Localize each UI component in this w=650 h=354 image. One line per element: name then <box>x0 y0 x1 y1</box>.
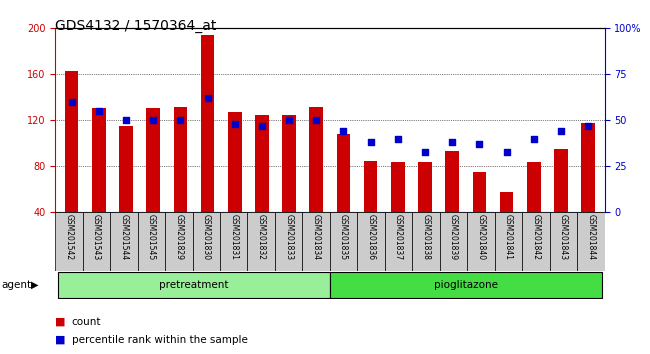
Bar <box>201 35 214 212</box>
Text: GSM201833: GSM201833 <box>284 214 293 260</box>
Text: GSM201829: GSM201829 <box>174 214 183 260</box>
Bar <box>309 107 323 212</box>
Text: GDS4132 / 1570364_at: GDS4132 / 1570364_at <box>55 19 216 34</box>
Bar <box>581 123 595 212</box>
Bar <box>385 212 412 271</box>
Bar <box>337 134 350 212</box>
Text: GSM201544: GSM201544 <box>120 214 129 261</box>
Bar <box>275 212 302 271</box>
Point <box>175 118 185 123</box>
Bar <box>495 212 522 271</box>
Bar <box>119 126 133 212</box>
Bar <box>440 212 467 271</box>
Bar <box>445 152 459 212</box>
Point <box>528 136 539 142</box>
Text: GSM201832: GSM201832 <box>257 214 266 260</box>
Text: GSM201840: GSM201840 <box>476 214 486 260</box>
Text: ■: ■ <box>55 317 66 327</box>
Bar <box>412 212 439 271</box>
Bar <box>138 212 165 271</box>
Point <box>66 99 77 105</box>
Bar <box>330 272 602 298</box>
Text: GSM201842: GSM201842 <box>531 214 540 260</box>
Bar <box>302 212 330 271</box>
Text: GSM201837: GSM201837 <box>394 214 403 260</box>
Point <box>311 118 322 123</box>
Point <box>148 118 159 123</box>
Point <box>284 118 294 123</box>
Text: ▶: ▶ <box>31 280 39 290</box>
Bar <box>358 212 385 271</box>
Text: pretreatment: pretreatment <box>159 280 229 290</box>
Bar <box>527 162 541 212</box>
Text: GSM201834: GSM201834 <box>311 214 320 260</box>
Point <box>501 149 512 154</box>
Bar <box>364 161 378 212</box>
Text: ■: ■ <box>55 335 66 345</box>
Text: GSM201542: GSM201542 <box>64 214 73 260</box>
Text: GSM201830: GSM201830 <box>202 214 211 260</box>
Text: GSM201836: GSM201836 <box>367 214 376 260</box>
Bar <box>55 212 83 271</box>
Text: GSM201839: GSM201839 <box>449 214 458 260</box>
Text: agent: agent <box>1 280 31 290</box>
Text: GSM201831: GSM201831 <box>229 214 239 260</box>
Bar <box>92 108 105 212</box>
Text: GSM201838: GSM201838 <box>421 214 430 260</box>
Bar <box>554 149 568 212</box>
Bar <box>550 212 577 271</box>
Bar <box>220 212 248 271</box>
Text: GSM201835: GSM201835 <box>339 214 348 260</box>
Text: GSM201844: GSM201844 <box>586 214 595 260</box>
Text: pioglitazone: pioglitazone <box>434 280 498 290</box>
Text: GSM201543: GSM201543 <box>92 214 101 261</box>
Bar <box>473 172 486 212</box>
Point <box>447 139 458 145</box>
Bar <box>330 212 358 271</box>
Bar <box>58 272 330 298</box>
Bar <box>577 212 605 271</box>
Bar <box>192 212 220 271</box>
Point <box>583 123 593 129</box>
Point <box>121 118 131 123</box>
Point <box>229 121 240 127</box>
Point <box>393 136 403 142</box>
Text: percentile rank within the sample: percentile rank within the sample <box>72 335 248 345</box>
Text: GSM201545: GSM201545 <box>147 214 156 261</box>
Point <box>474 142 485 147</box>
Text: count: count <box>72 317 101 327</box>
Bar <box>65 71 79 212</box>
Bar <box>146 108 160 212</box>
Bar <box>522 212 550 271</box>
Point <box>257 123 267 129</box>
Text: GSM201841: GSM201841 <box>504 214 513 260</box>
Bar <box>228 112 242 212</box>
Point <box>338 129 348 134</box>
Bar <box>418 162 432 212</box>
Bar <box>248 212 275 271</box>
Bar <box>255 115 268 212</box>
Bar <box>174 107 187 212</box>
Point <box>420 149 430 154</box>
Text: GSM201843: GSM201843 <box>559 214 568 260</box>
Bar <box>500 192 514 212</box>
Bar <box>391 162 405 212</box>
Bar <box>165 212 192 271</box>
Bar <box>83 212 110 271</box>
Bar <box>111 212 138 271</box>
Bar <box>282 115 296 212</box>
Point <box>202 96 213 101</box>
Point <box>365 139 376 145</box>
Point <box>556 129 566 134</box>
Point <box>94 108 104 114</box>
Bar <box>467 212 495 271</box>
